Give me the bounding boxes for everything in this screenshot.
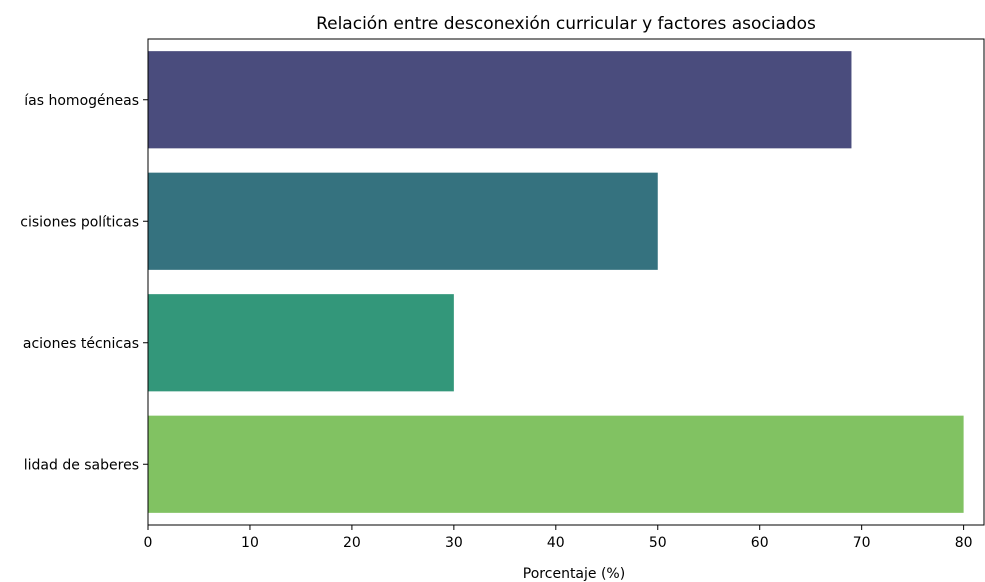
bar xyxy=(148,51,852,149)
x-tick-label: 40 xyxy=(547,535,565,551)
y-tick-label: ías homogéneas xyxy=(24,93,139,109)
bar xyxy=(148,415,964,513)
bar xyxy=(148,294,454,392)
y-tick-label: lidad de saberes xyxy=(24,457,139,473)
x-tick-label: 30 xyxy=(445,535,463,551)
y-tick-label: cisiones políticas xyxy=(20,214,139,230)
y-ticks-group: ías homogéneas cisiones políticas aciones … xyxy=(20,93,148,473)
bars-group xyxy=(148,51,964,513)
x-axis-label: Porcentaje (%) xyxy=(523,566,625,582)
x-tick-label: 10 xyxy=(241,535,259,551)
x-tick-label: 70 xyxy=(853,535,871,551)
x-tick-label: 50 xyxy=(649,535,667,551)
x-tick-label: 60 xyxy=(751,535,769,551)
y-tick-label: aciones técnicas xyxy=(23,336,139,352)
x-tick-label: 0 xyxy=(144,535,153,551)
x-tick-label: 80 xyxy=(955,535,973,551)
x-tick-label: 20 xyxy=(343,535,361,551)
bar xyxy=(148,172,658,270)
chart-title: Relación entre desconexión curricular y … xyxy=(316,14,816,34)
plot-frame xyxy=(147,38,985,526)
x-ticks-group: 0 10 20 30 40 50 60 70 80 xyxy=(144,525,973,551)
